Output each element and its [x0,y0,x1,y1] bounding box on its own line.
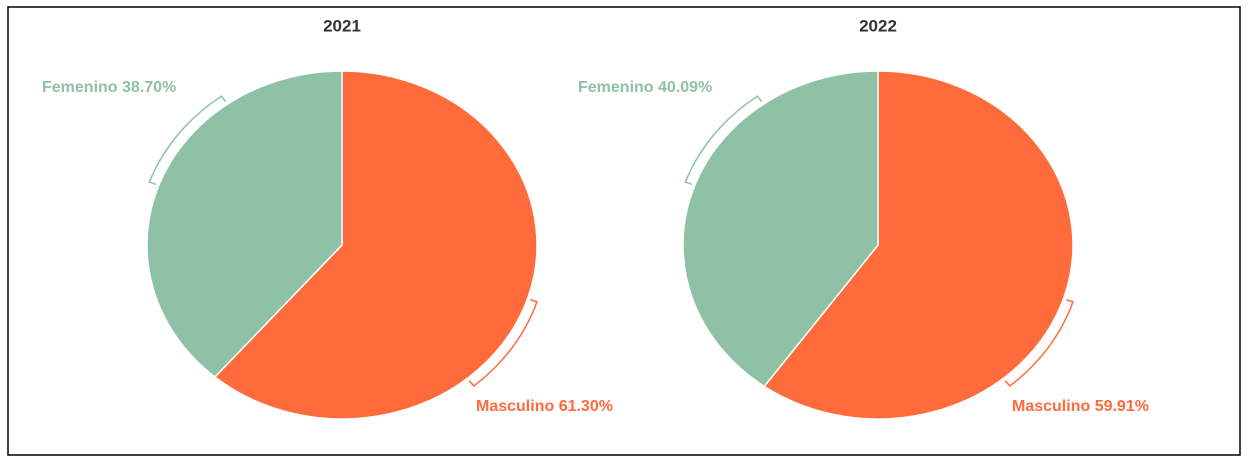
slice-label: Masculino 59.91% [1012,398,1149,415]
chart-title: 2022 [859,16,897,35]
value-label: 59.91% [1095,398,1149,415]
pie-slice [146,70,343,378]
pie-slice [213,70,538,420]
leader-bracket [684,95,763,186]
leader-bracket [148,95,227,186]
value-label: 61.30% [559,398,613,415]
category-name: Masculino [1012,398,1090,415]
leader-bracket [1004,298,1074,387]
value-label: 40.09% [658,79,712,96]
category-name: Masculino [476,398,554,415]
pie-slice [763,70,1074,420]
pie-slice [682,70,879,388]
category-name: Femenino [578,79,654,96]
value-label: 38.70% [122,79,176,96]
leader-bracket [468,298,538,387]
category-name: Femenino [42,79,118,96]
slice-label: Femenino 38.70% [42,79,176,96]
chart-title: 2021 [323,16,361,35]
slice-label: Femenino 40.09% [578,79,712,96]
slice-label: Masculino 61.30% [476,398,613,415]
